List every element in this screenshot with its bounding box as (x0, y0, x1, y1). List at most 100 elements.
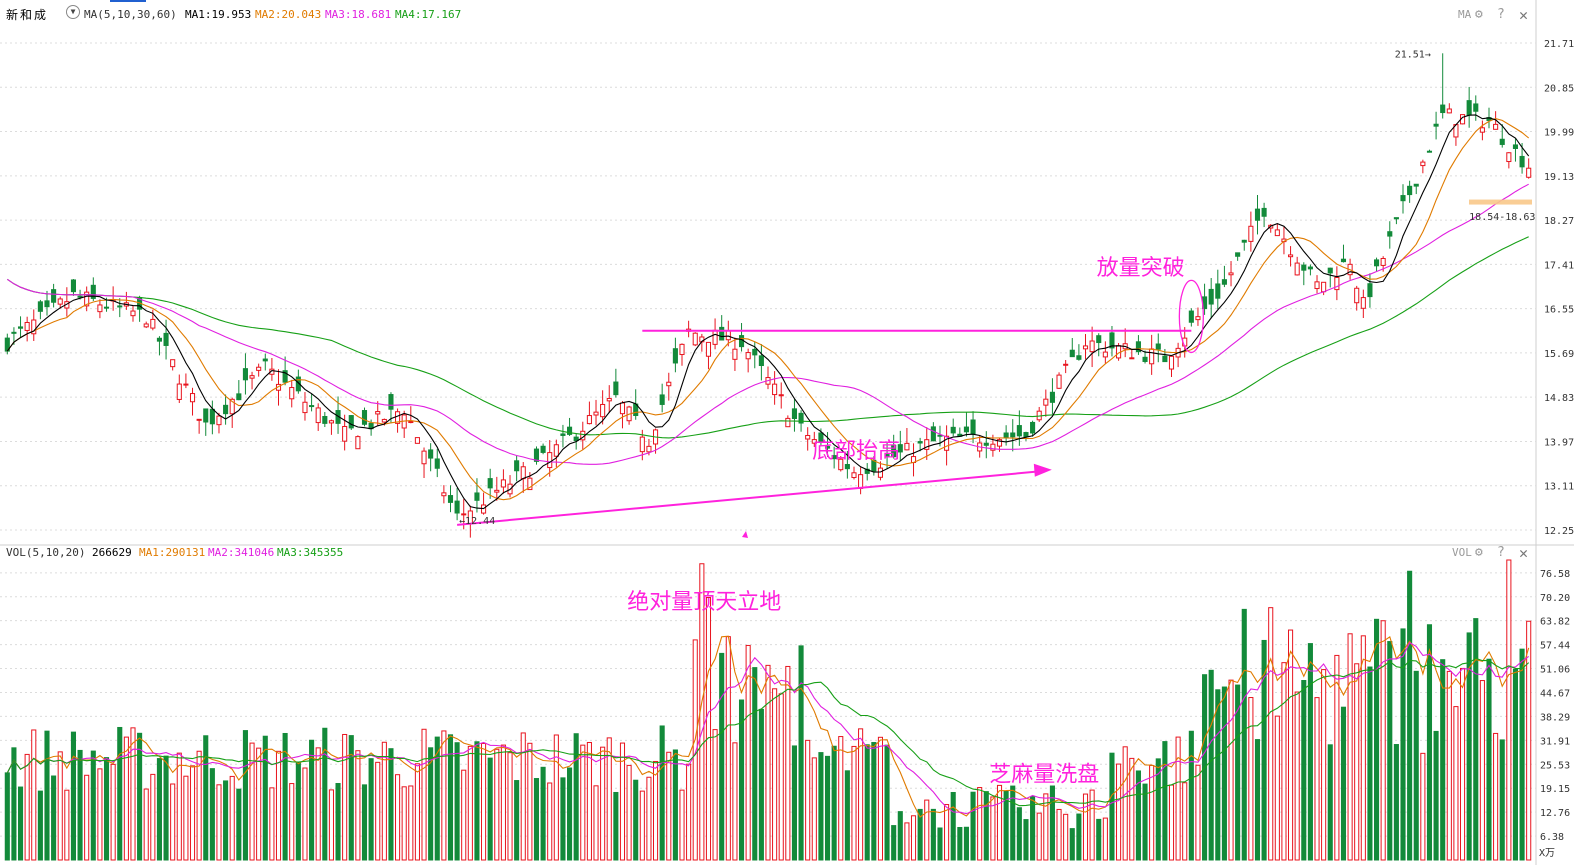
ma-lines (6, 114, 1530, 818)
volume-bar (957, 827, 963, 861)
help-icon[interactable]: ? (1497, 7, 1505, 22)
candle-body (1168, 355, 1175, 370)
candle-body (1188, 310, 1194, 323)
volume-bar (672, 749, 678, 861)
volume-bar (719, 652, 725, 861)
volume-bar (156, 758, 162, 861)
candle-body (163, 332, 169, 346)
volume-bar (289, 783, 295, 861)
candle-body (798, 412, 804, 424)
ma3-line (6, 183, 1529, 465)
vol-ma2-line (6, 641, 1530, 815)
vol-ma3-value: MA3:345355 (277, 546, 344, 559)
volume-bar (540, 766, 546, 861)
volume-bar (738, 699, 745, 861)
ma-indicator-label[interactable]: MA(5,10,30,60) (84, 8, 177, 21)
candle-body (77, 295, 83, 298)
volume-bar (183, 775, 189, 861)
candle-body (1479, 127, 1485, 133)
ma3-value: MA3:18.681 (325, 8, 392, 21)
ma-ctrl-label[interactable]: MA (1458, 8, 1472, 21)
candle-body (1420, 161, 1426, 167)
candle-body (924, 439, 930, 450)
candle-body (745, 352, 751, 360)
candle-body (1288, 254, 1294, 258)
volume-bar (1360, 635, 1366, 861)
volume-bar (1459, 667, 1466, 861)
candle-body (1023, 432, 1029, 437)
candle-body (1301, 264, 1307, 271)
candle-body (130, 310, 136, 317)
candle-body (1393, 217, 1399, 220)
volume-bar (189, 765, 196, 861)
candle-body (90, 284, 96, 299)
ma4-line (6, 236, 1529, 439)
volume-bar (342, 733, 348, 861)
candle-body (1254, 208, 1261, 221)
volume-bar (1215, 689, 1221, 861)
candle-body (1307, 266, 1313, 270)
candle-body (1512, 144, 1519, 149)
volume-bar (917, 808, 923, 861)
volume-bar (666, 751, 672, 861)
candle-body (500, 479, 506, 488)
volume-bar (481, 742, 487, 861)
candle-body (659, 394, 665, 405)
candle-body (527, 477, 533, 491)
volume-bar (785, 665, 791, 861)
candle-body (944, 435, 950, 451)
volume-bar (70, 731, 77, 861)
vol-help-icon[interactable]: ? (1497, 545, 1505, 560)
candle-body (1063, 363, 1069, 366)
volume-bar (1453, 706, 1459, 861)
annotation-volume-breakout: 放量突破 (1097, 256, 1185, 281)
volume-bar (1374, 618, 1380, 861)
volume-bar (1188, 730, 1194, 861)
candle-body (1499, 138, 1505, 145)
volume-bar (844, 770, 850, 861)
candle-body (428, 449, 434, 459)
volume-bar (1003, 791, 1009, 861)
volume-bar (37, 790, 43, 861)
candle-body (70, 279, 77, 293)
volume-bar (395, 774, 401, 861)
candle-body (388, 394, 394, 410)
volume-bar (295, 761, 301, 861)
volume-bar (1420, 752, 1426, 861)
vol-indicator-label[interactable]: VOL(5,10,20) (6, 546, 86, 559)
candle-body (236, 393, 242, 401)
candle-body (84, 291, 90, 307)
candle-body (4, 337, 10, 352)
vol-ma2-value: MA2:341046 (208, 546, 275, 559)
volume-bar (1274, 715, 1280, 861)
candle-body (1208, 288, 1214, 305)
vol-ctrl-label[interactable]: VOL (1452, 546, 1472, 559)
candle-body (917, 441, 923, 444)
volume-bar (1294, 691, 1300, 861)
chevron-down-icon[interactable]: ▼ (66, 5, 80, 19)
candle-body (1162, 355, 1168, 363)
volume-bar (580, 744, 586, 861)
candle-body (44, 300, 50, 308)
volume-bar (381, 741, 387, 861)
volume-bar (996, 784, 1003, 861)
volume-bar (963, 826, 969, 861)
price-axis: 21.71 20.85 19.99 19.13 18.27 17.41 16.55 15.69… (1544, 39, 1574, 537)
vol-close-icon[interactable]: ✕ (1519, 544, 1529, 562)
close-icon[interactable]: ✕ (1519, 6, 1529, 24)
gear-icon[interactable]: ⚙ (1475, 7, 1483, 22)
volume-bar (1387, 641, 1393, 861)
support-trend-arrow (457, 469, 1046, 526)
volume-bar (461, 769, 467, 861)
volume-bar (858, 728, 864, 861)
vol-gear-icon[interactable]: ⚙ (1475, 545, 1483, 560)
candle-body (1493, 123, 1499, 130)
candle-body (216, 415, 222, 426)
candle-body (51, 289, 57, 303)
volume-bar (705, 597, 712, 861)
volume-bar (924, 799, 930, 861)
candle-body (1096, 335, 1102, 344)
candle-body (838, 458, 844, 471)
volume-bar (103, 757, 110, 861)
